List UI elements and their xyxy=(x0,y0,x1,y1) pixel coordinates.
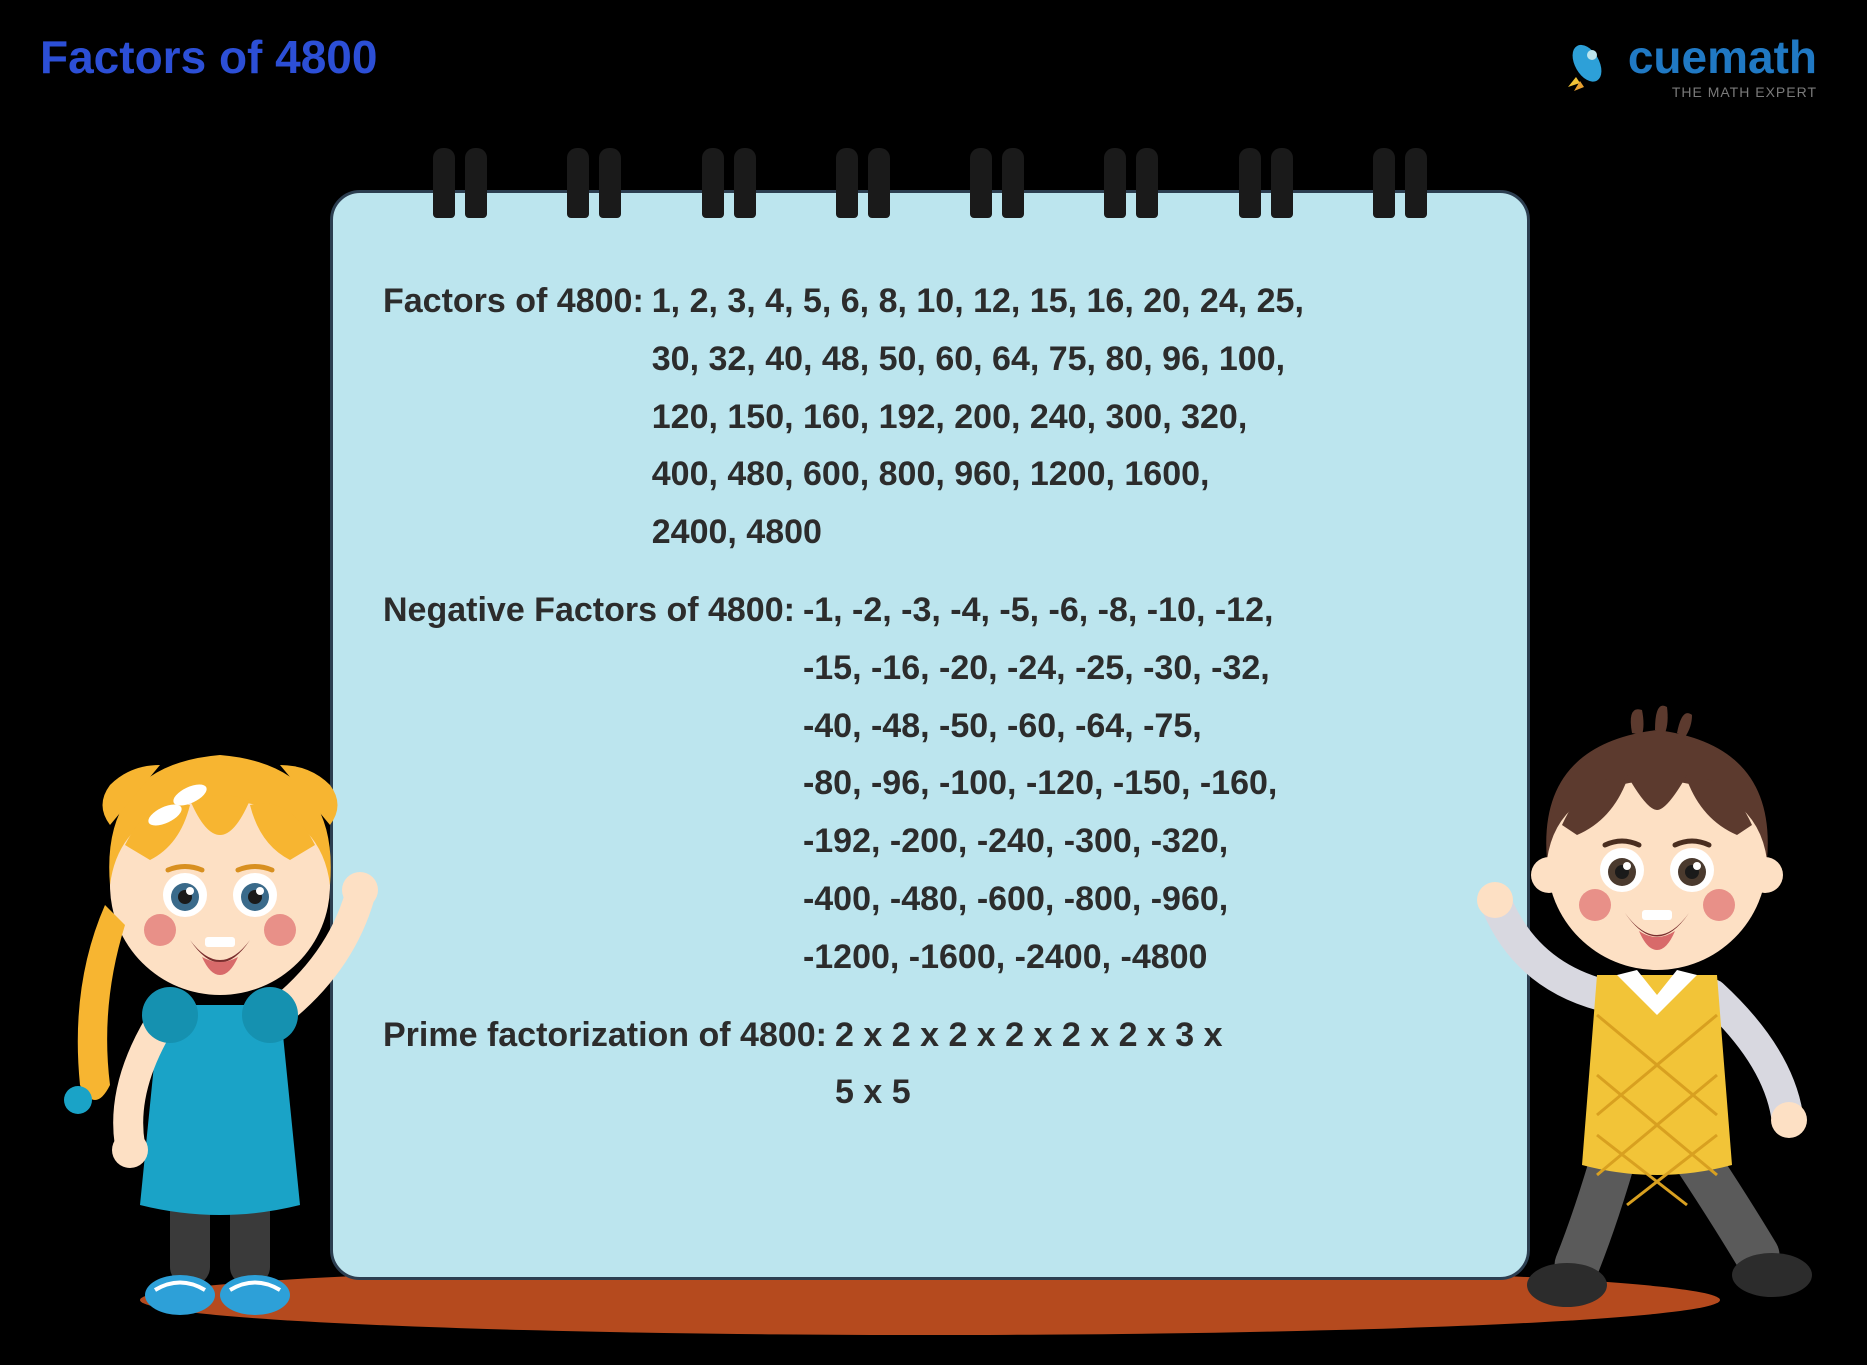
notepad-content: Factors of 4800:1, 2, 3, 4, 5, 6, 8, 10,… xyxy=(383,273,1477,1122)
section-values: 2 x 2 x 2 x 2 x 2 x 2 x 3 x5 x 5 xyxy=(835,1007,1477,1123)
spiral-binding xyxy=(962,148,1032,228)
spiral-binding xyxy=(559,148,629,228)
section-label: Factors of 4800: xyxy=(383,273,644,331)
notepad: Factors of 4800:1, 2, 3, 4, 5, 6, 8, 10,… xyxy=(330,190,1530,1280)
brand-logo: cuemath THE MATH EXPERT xyxy=(1558,30,1817,100)
spiral-binding xyxy=(425,148,495,228)
page-title: Factors of 4800 xyxy=(40,30,377,84)
section-label: Negative Factors of 4800: xyxy=(383,582,795,640)
brand-name: cuemath xyxy=(1628,31,1817,83)
character-boy xyxy=(1467,675,1847,1325)
content-section: Factors of 4800:1, 2, 3, 4, 5, 6, 8, 10,… xyxy=(383,273,1477,562)
spiral-binding xyxy=(1096,148,1166,228)
spiral-binding xyxy=(694,148,764,228)
content-section: Negative Factors of 4800:-1, -2, -3, -4,… xyxy=(383,582,1477,987)
section-values: -1, -2, -3, -4, -5, -6, -8, -10, -12,-15… xyxy=(803,582,1477,987)
spiral-bindings xyxy=(393,148,1467,228)
spiral-binding xyxy=(828,148,898,228)
spiral-binding xyxy=(1231,148,1301,228)
spiral-binding xyxy=(1365,148,1435,228)
rocket-icon xyxy=(1558,35,1618,95)
section-values: 1, 2, 3, 4, 5, 6, 8, 10, 12, 15, 16, 20,… xyxy=(652,273,1477,562)
section-label: Prime factorization of 4800: xyxy=(383,1007,827,1065)
brand-tagline: THE MATH EXPERT xyxy=(1628,84,1817,100)
content-section: Prime factorization of 4800:2 x 2 x 2 x … xyxy=(383,1007,1477,1123)
character-girl xyxy=(50,705,390,1325)
